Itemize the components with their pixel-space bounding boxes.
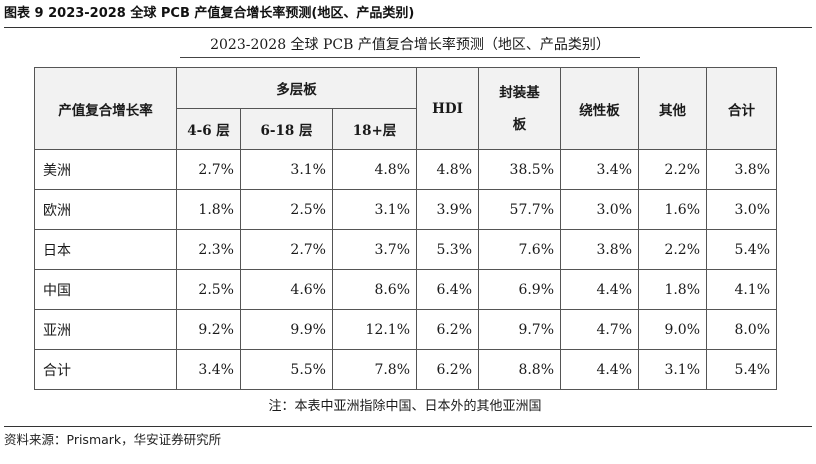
table-cell: 6.9% bbox=[478, 269, 562, 310]
header-package-substrate: 封装基 板 bbox=[478, 67, 562, 150]
table-cell: 3.4% bbox=[560, 149, 640, 190]
table-cell: 3.9% bbox=[416, 189, 480, 230]
table-cell: 2.5% bbox=[240, 189, 333, 230]
table-cell: 6.2% bbox=[416, 349, 480, 390]
table-cell: 2.7% bbox=[240, 229, 333, 270]
table-cell: 3.8% bbox=[706, 149, 778, 190]
table-cell: 3.4% bbox=[176, 349, 241, 390]
row-region: 日本 bbox=[34, 229, 177, 270]
header-flex: 绕性板 bbox=[560, 67, 640, 150]
table-row: 欧洲 1.8% 2.5% 3.1% 3.9% 57.7% 3.0% 1.6% 3.0% bbox=[34, 189, 778, 230]
table-cell: 4.7% bbox=[560, 309, 640, 350]
row-region: 亚洲 bbox=[34, 309, 177, 350]
table-cell: 3.1% bbox=[240, 149, 333, 190]
table-cell: 57.7% bbox=[478, 189, 562, 230]
table-cell: 6.2% bbox=[416, 309, 480, 350]
table-cell: 5.5% bbox=[240, 349, 333, 390]
table-cell: 4.8% bbox=[331, 149, 418, 190]
header-corner: 产值复合增长率 bbox=[34, 67, 177, 150]
row-region: 欧洲 bbox=[34, 189, 177, 230]
table-cell: 5.4% bbox=[706, 229, 778, 270]
table-cell: 4.4% bbox=[560, 349, 640, 390]
header-hdi: HDI bbox=[416, 67, 480, 150]
header-sub-4-6: 4-6 层 bbox=[176, 108, 241, 150]
header-multilayer: 多层板 bbox=[175, 67, 418, 109]
table-cell: 3.1% bbox=[638, 349, 708, 390]
header-sub-6-18: 6-18 层 bbox=[240, 108, 333, 150]
table-cell: 1.8% bbox=[638, 269, 708, 310]
row-region: 美洲 bbox=[34, 149, 177, 190]
table-note: 注：本表中亚洲指除中国、日本外的其他亚洲国 bbox=[268, 399, 542, 414]
header-sub-18plus: 18+层 bbox=[331, 108, 418, 150]
bottom-rule bbox=[4, 426, 812, 427]
table-cell: 2.3% bbox=[176, 229, 241, 270]
header-total: 合计 bbox=[706, 67, 778, 150]
table-cell: 4.8% bbox=[416, 149, 480, 190]
row-region: 合计 bbox=[34, 349, 177, 390]
table-cell: 4.4% bbox=[560, 269, 640, 310]
table-cell: 3.7% bbox=[331, 229, 418, 270]
source-line: 资料来源：Prismark，华安证券研究所 bbox=[4, 432, 222, 447]
row-region: 中国 bbox=[34, 269, 177, 310]
table-cell: 2.7% bbox=[176, 149, 241, 190]
table-cell: 12.1% bbox=[331, 309, 418, 350]
table-row: 日本 2.3% 2.7% 3.7% 5.3% 7.6% 3.8% 2.2% 5.4% bbox=[34, 229, 778, 270]
top-rule bbox=[4, 27, 812, 28]
table-cell: 2.2% bbox=[638, 229, 708, 270]
table-cell: 9.7% bbox=[478, 309, 562, 350]
table-cell: 4.1% bbox=[706, 269, 778, 310]
table-row: 美洲 2.7% 3.1% 4.8% 4.8% 38.5% 3.4% 2.2% 3.8% bbox=[34, 149, 778, 190]
table-title: 2023-2028 全球 PCB 产值复合增长率预测（地区、产品类别） bbox=[180, 33, 640, 58]
table-cell: 1.8% bbox=[176, 189, 241, 230]
table-cell: 6.4% bbox=[416, 269, 480, 310]
table-cell: 3.0% bbox=[560, 189, 640, 230]
table-cell: 3.1% bbox=[331, 189, 418, 230]
table-row: 亚洲 9.2% 9.9% 12.1% 6.2% 9.7% 4.7% 9.0% 8.0% bbox=[34, 309, 778, 350]
table-cell: 8.0% bbox=[706, 309, 778, 350]
table-cell: 9.0% bbox=[638, 309, 708, 350]
header-other: 其他 bbox=[638, 67, 708, 150]
cagr-table: 产值复合增长率 多层板 HDI 封装基 板 绕性板 其他 合计 4-6 层 6-… bbox=[34, 67, 778, 390]
table-cell: 7.6% bbox=[478, 229, 562, 270]
table-row: 合计 3.4% 5.5% 7.8% 6.2% 8.8% 4.4% 3.1% 5.4% bbox=[34, 349, 778, 390]
table-cell: 1.6% bbox=[638, 189, 708, 230]
header-package-line1: 封装基 bbox=[499, 84, 540, 101]
table-cell: 5.3% bbox=[416, 229, 480, 270]
table-cell: 2.5% bbox=[176, 269, 241, 310]
table-cell: 8.6% bbox=[331, 269, 418, 310]
table-cell: 3.8% bbox=[560, 229, 640, 270]
table-cell: 9.9% bbox=[240, 309, 333, 350]
table-cell: 9.2% bbox=[176, 309, 241, 350]
table-cell: 8.8% bbox=[478, 349, 562, 390]
table-cell: 4.6% bbox=[240, 269, 333, 310]
table-cell: 2.2% bbox=[638, 149, 708, 190]
figure-title: 图表 9 2023-2028 全球 PCB 产值复合增长率预测(地区、产品类别) bbox=[4, 6, 415, 21]
table-cell: 5.4% bbox=[706, 349, 778, 390]
table-row: 中国 2.5% 4.6% 8.6% 6.4% 6.9% 4.4% 1.8% 4.1% bbox=[34, 269, 778, 310]
table-cell: 7.8% bbox=[331, 349, 418, 390]
header-package-line2: 板 bbox=[512, 116, 527, 133]
table-cell: 38.5% bbox=[478, 149, 562, 190]
table-cell: 3.0% bbox=[706, 189, 778, 230]
